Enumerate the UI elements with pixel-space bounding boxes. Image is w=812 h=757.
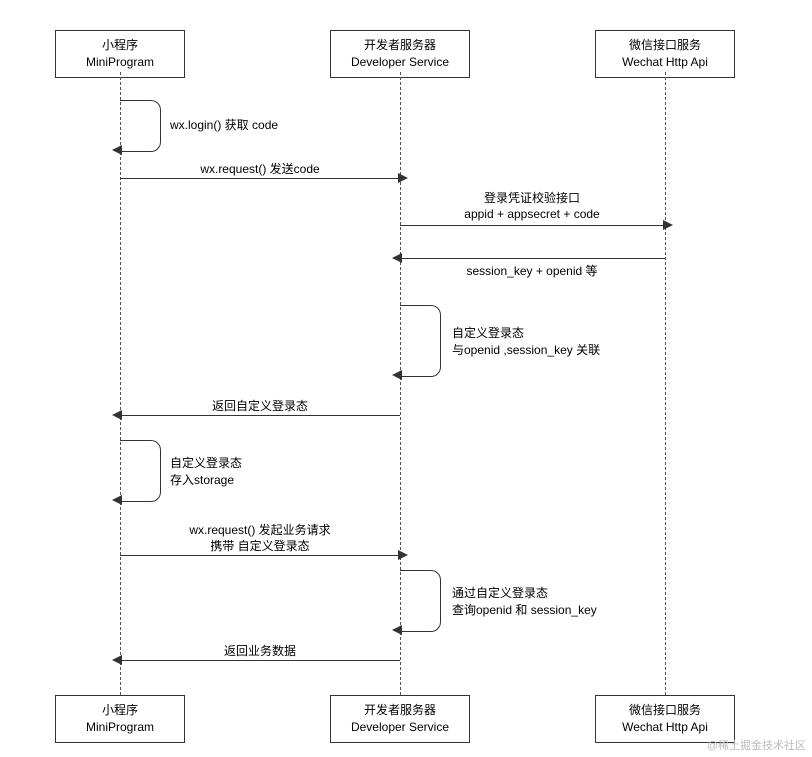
watermark: @稀土掘金技术社区 (707, 737, 806, 753)
msg-return-session-label: 返回自定义登录态 (210, 398, 310, 414)
participant-title-en: Wechat Http Api (606, 54, 724, 71)
arrowhead-icon (663, 220, 673, 230)
participant-mini-top: 小程序 MiniProgram (55, 30, 185, 78)
selfmsg-query-openid-label: 通过自定义登录态 查询openid 和 session_key (452, 585, 597, 619)
participant-wx-bottom: 微信接口服务 Wechat Http Api (595, 695, 735, 743)
msg-session-return (400, 258, 665, 259)
selfmsg-custom-session (400, 305, 441, 377)
participant-dev-top: 开发者服务器 Developer Service (330, 30, 470, 78)
participant-title-cn: 小程序 (66, 37, 174, 54)
participant-title-cn: 开发者服务器 (341, 37, 459, 54)
selfmsg-wx-login (120, 100, 161, 152)
arrowhead-icon (112, 145, 122, 155)
selfmsg-store-session (120, 440, 161, 502)
participant-title-en: Developer Service (341, 54, 459, 71)
participant-title-cn: 小程序 (66, 702, 174, 719)
msg-biz-request-label: wx.request() 发起业务请求 携带 自定义登录态 (187, 522, 332, 554)
arrowhead-icon (112, 655, 122, 665)
participant-title-cn: 微信接口服务 (606, 37, 724, 54)
participant-title-cn: 开发者服务器 (341, 702, 459, 719)
arrowhead-icon (398, 173, 408, 183)
arrowhead-icon (392, 625, 402, 635)
selfmsg-wx-login-label: wx.login() 获取 code (170, 117, 278, 134)
participant-title-en: MiniProgram (66, 54, 174, 71)
participant-title-en: Developer Service (341, 719, 459, 736)
participant-title-en: Wechat Http Api (606, 719, 724, 736)
participant-title-en: MiniProgram (66, 719, 174, 736)
arrowhead-icon (112, 410, 122, 420)
selfmsg-store-session-label: 自定义登录态 存入storage (170, 455, 242, 489)
participant-mini-bottom: 小程序 MiniProgram (55, 695, 185, 743)
sequence-diagram: 小程序 MiniProgram 开发者服务器 Developer Service… (0, 0, 812, 757)
lifeline-mini (120, 72, 121, 695)
participant-title-cn: 微信接口服务 (606, 702, 724, 719)
msg-return-data (120, 660, 400, 661)
msg-auth-check (400, 225, 665, 226)
msg-send-code-label: wx.request() 发送code (198, 161, 321, 177)
msg-return-data-label: 返回业务数据 (222, 643, 298, 659)
selfmsg-query-openid (400, 570, 441, 632)
arrowhead-icon (392, 370, 402, 380)
arrowhead-icon (398, 550, 408, 560)
msg-auth-check-label: 登录凭证校验接口 appid + appsecret + code (462, 190, 601, 222)
msg-session-return-label: session_key + openid 等 (464, 263, 599, 279)
msg-biz-request (120, 555, 400, 556)
arrowhead-icon (392, 253, 402, 263)
arrowhead-icon (112, 495, 122, 505)
lifeline-wx (665, 72, 666, 695)
participant-dev-bottom: 开发者服务器 Developer Service (330, 695, 470, 743)
msg-send-code (120, 178, 400, 179)
msg-return-session (120, 415, 400, 416)
participant-wx-top: 微信接口服务 Wechat Http Api (595, 30, 735, 78)
selfmsg-custom-session-label: 自定义登录态 与openid ,session_key 关联 (452, 325, 600, 359)
